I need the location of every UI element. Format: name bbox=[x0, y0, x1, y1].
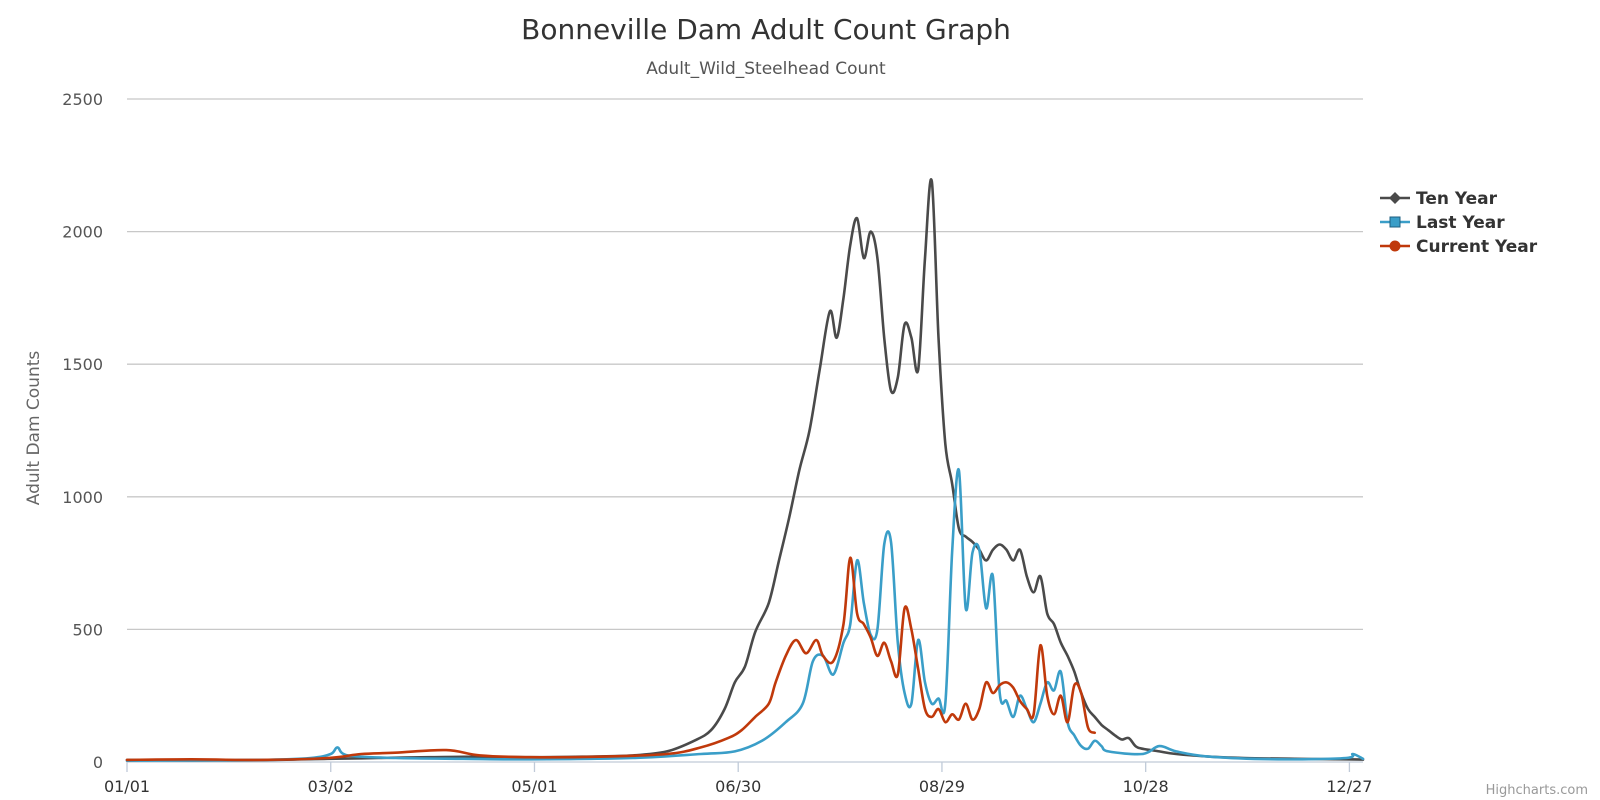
legend[interactable]: Ten Year Last Year Current Year bbox=[1380, 189, 1538, 257]
y-tick-label: 2000 bbox=[62, 223, 103, 242]
legend-label: Last Year bbox=[1416, 213, 1505, 233]
y-tick-label: 2500 bbox=[62, 90, 103, 109]
legend-label: Ten Year bbox=[1416, 189, 1498, 209]
chart-title: Bonneville Dam Adult Count Graph bbox=[521, 13, 1011, 46]
circle-marker-icon bbox=[1389, 240, 1401, 252]
y-tick-label: 500 bbox=[72, 620, 103, 639]
credits-link[interactable]: Highcharts.com bbox=[1486, 783, 1588, 798]
chart-subtitle: Adult_Wild_Steelhead Count bbox=[646, 59, 886, 79]
legend-item-ten-year[interactable]: Ten Year bbox=[1380, 189, 1498, 209]
series-lines bbox=[125, 178, 1365, 762]
diamond-marker-icon bbox=[1389, 192, 1401, 204]
legend-item-last-year[interactable]: Last Year bbox=[1380, 213, 1505, 233]
legend-item-current-year[interactable]: Current Year bbox=[1380, 237, 1538, 257]
series-line-last-year bbox=[125, 467, 1365, 762]
y-axis-ticks: 0 500 1000 1500 2000 2500 bbox=[62, 90, 103, 772]
x-tick-label: 05/01 bbox=[511, 777, 557, 796]
y-tick-label: 1500 bbox=[62, 355, 103, 374]
y-axis-title: Adult Dam Counts bbox=[24, 351, 44, 506]
series-line-current-year bbox=[125, 556, 1096, 762]
x-tick-label: 12/27 bbox=[1326, 777, 1372, 796]
y-tick-label: 0 bbox=[93, 753, 103, 772]
gridlines bbox=[127, 98, 1363, 763]
legend-label: Current Year bbox=[1416, 237, 1538, 257]
square-marker-icon bbox=[1389, 216, 1401, 228]
x-axis-ticks: 01/01 03/02 05/01 06/30 08/29 10/28 12/27 bbox=[104, 762, 1372, 796]
x-tick-label: 08/29 bbox=[919, 777, 965, 796]
series-line-ten-year bbox=[125, 178, 1365, 762]
x-tick-label: 06/30 bbox=[715, 777, 761, 796]
y-tick-label: 1000 bbox=[62, 488, 103, 507]
x-tick-label: 03/02 bbox=[308, 777, 354, 796]
x-tick-label: 10/28 bbox=[1123, 777, 1169, 796]
x-tick-label: 01/01 bbox=[104, 777, 150, 796]
